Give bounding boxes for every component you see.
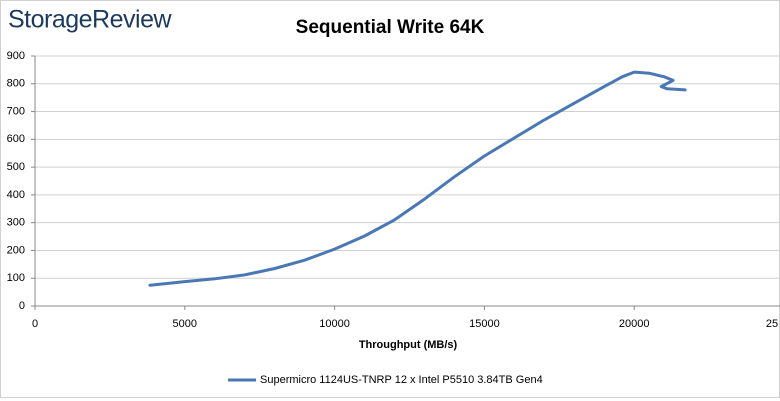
y-tick-label: 400 [7,189,25,201]
x-axis-title: Throughput (MB/s) [359,339,458,351]
y-tick-label: 800 [7,78,25,90]
data-line [148,70,687,287]
y-tick-label: 700 [7,105,25,117]
y-tick-label: 500 [7,161,25,173]
y-tick-label: 300 [7,217,25,229]
y-tick-label: 200 [7,244,25,256]
x-tick-label: 15000 [469,318,500,330]
y-tick-label: 600 [7,133,25,145]
chart-title: Sequential Write 64K [296,17,485,38]
x-tick-label: 0 [32,318,38,330]
x-tick-label: 20000 [619,318,650,330]
x-tick-label: 25 [766,318,778,330]
legend-label: Supermicro 1124US-TNRP 12 x Intel P5510 … [260,374,543,386]
brand-logo: StorageReview [8,6,172,34]
x-tick-label: 5000 [173,318,197,330]
y-tick-label: 900 [7,50,25,62]
y-tick-label: 0 [19,300,25,312]
x-tick-label: 10000 [319,318,350,330]
y-tick-label: 100 [7,272,25,284]
